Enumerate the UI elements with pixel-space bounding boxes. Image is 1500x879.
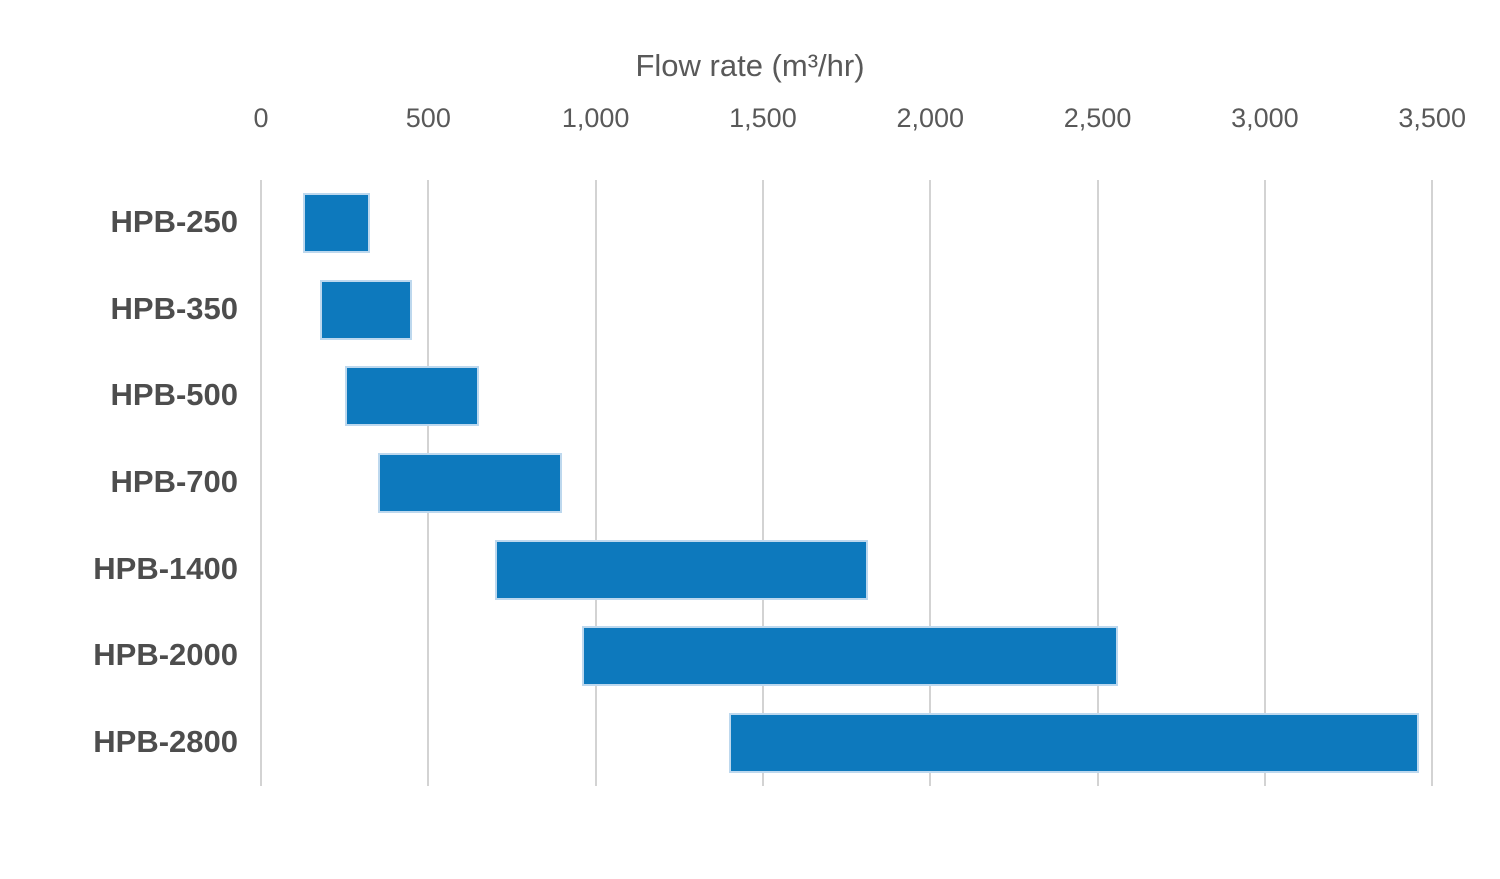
gridline-x-1000 — [594, 180, 597, 786]
category-label-hpb-350: HPB-350 — [110, 290, 239, 326]
range-bar-hpb-700 — [378, 453, 563, 513]
x-axis-title: Flow rate (m³/hr) — [635, 48, 865, 83]
x-tick-label-3500: 3,500 — [1398, 103, 1466, 133]
plot-area — [260, 180, 1446, 786]
x-tick-label-500: 500 — [405, 103, 451, 133]
range-bar-hpb-250 — [302, 193, 370, 254]
range-bar-hpb-1400 — [495, 539, 869, 600]
category-label-hpb-2000: HPB-2000 — [93, 637, 238, 673]
x-tick-label-1500: 1,500 — [729, 103, 797, 133]
category-label-hpb-1400: HPB-1400 — [93, 550, 238, 586]
range-bar-hpb-350 — [319, 279, 412, 340]
x-tick-label-2500: 2,500 — [1063, 103, 1132, 133]
range-bar-hpb-2000 — [582, 626, 1118, 687]
range-bar-hpb-500 — [344, 366, 479, 427]
gridline-x-2000 — [929, 180, 932, 786]
x-tick-label-2000: 2,000 — [896, 103, 965, 133]
category-label-hpb-2800: HPB-2800 — [93, 723, 238, 759]
x-tick-label-3000: 3,000 — [1231, 103, 1299, 133]
gridline-x-1500 — [761, 180, 764, 786]
gridline-x-2500 — [1096, 180, 1099, 786]
gridline-x-0 — [260, 180, 262, 786]
gridline-x-3500 — [1431, 180, 1434, 786]
x-tick-label-1000: 1,000 — [561, 103, 630, 133]
category-label-hpb-250: HPB-250 — [110, 204, 239, 240]
gridline-x-3000 — [1263, 180, 1266, 786]
x-tick-label-0: 0 — [253, 103, 269, 133]
category-label-hpb-500: HPB-500 — [110, 377, 239, 413]
range-bar-hpb-2800 — [729, 712, 1419, 773]
category-label-hpb-700: HPB-700 — [110, 464, 239, 499]
